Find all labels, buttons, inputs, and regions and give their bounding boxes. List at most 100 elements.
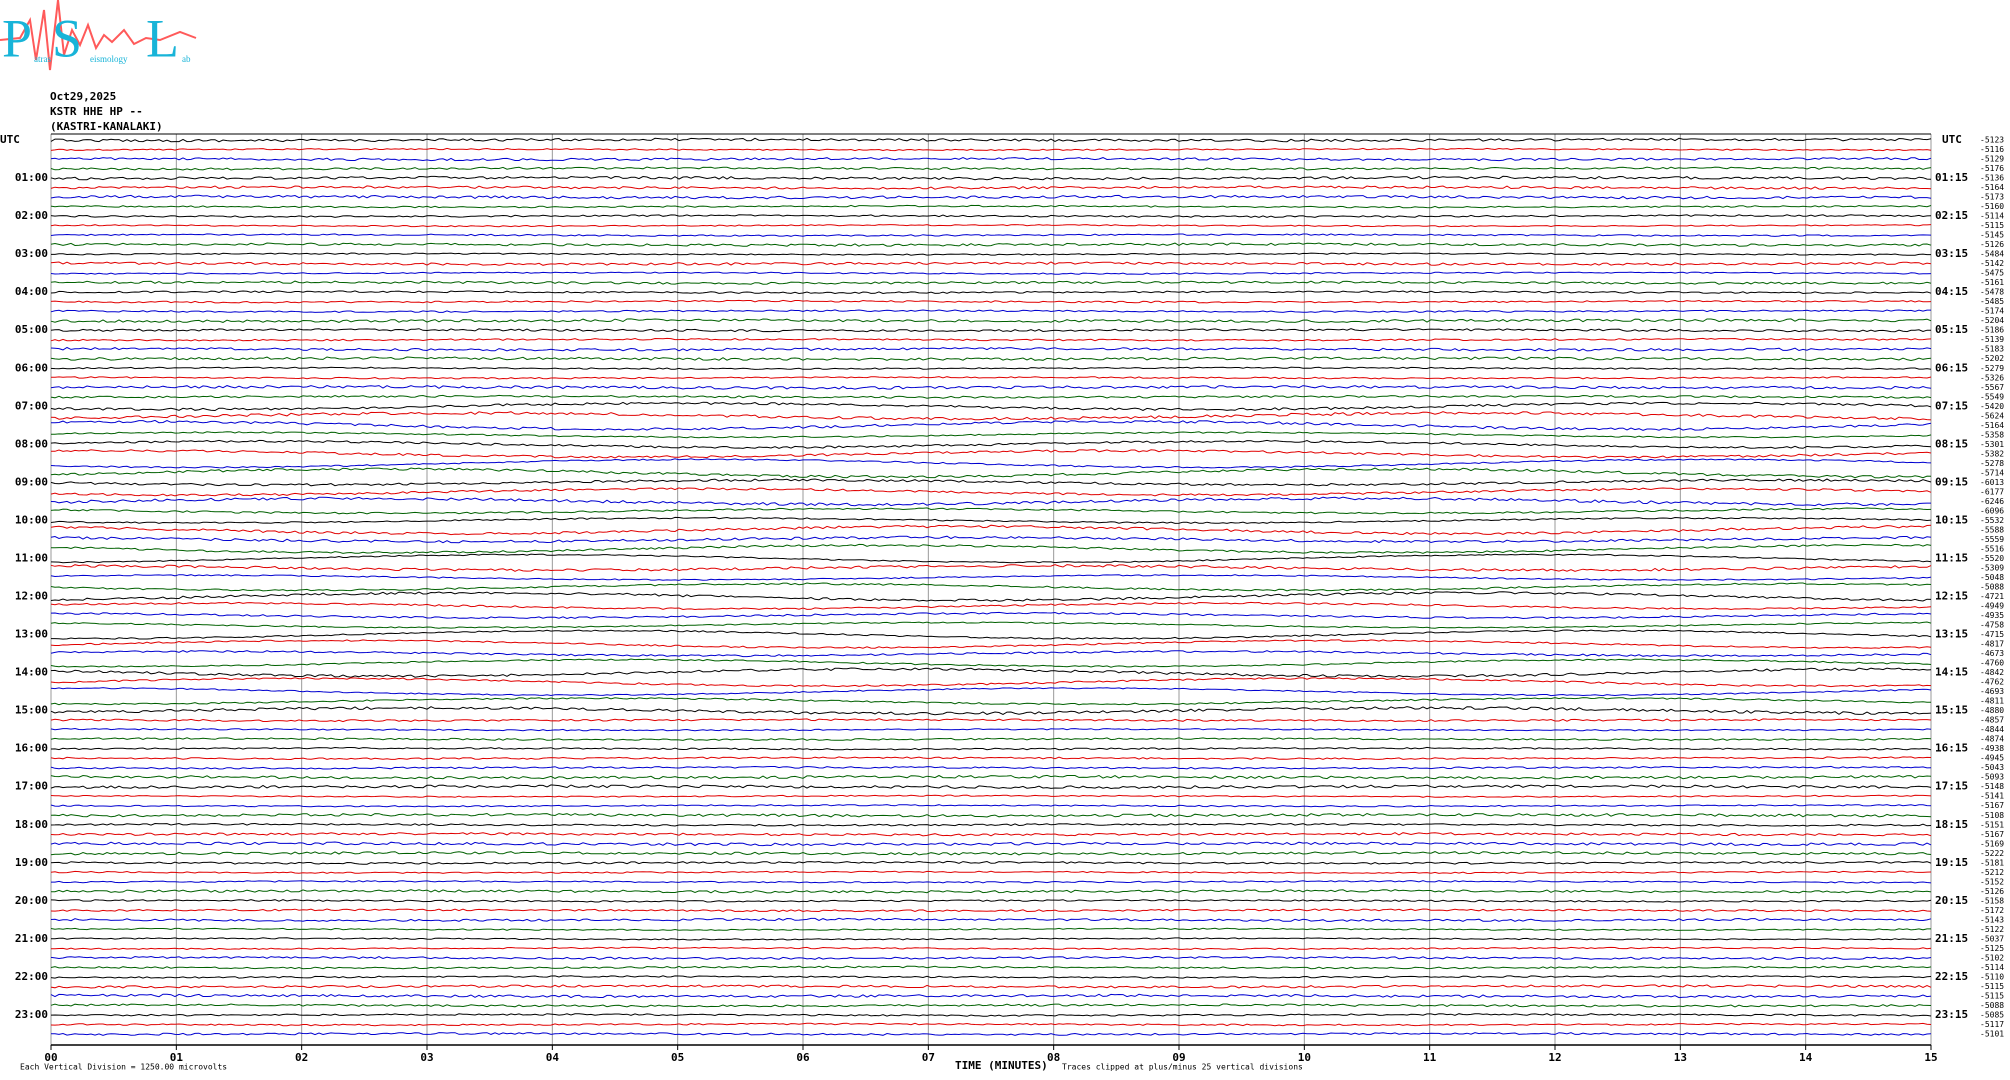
offset-label: -5174 (1980, 307, 2004, 316)
right-hour-label: 16:15 (1935, 742, 1968, 755)
x-tick-label: 02 (295, 1051, 308, 1064)
right-hour-label: 13:15 (1935, 628, 1968, 641)
trace (50, 376, 1932, 380)
trace (50, 516, 1932, 524)
trace (50, 676, 1932, 688)
trace (51, 1032, 1932, 1036)
trace (50, 204, 1932, 209)
offset-label: -5125 (1980, 944, 2004, 953)
offset-label: -5123 (1980, 136, 2004, 145)
right-hour-label: 10:15 (1935, 513, 1968, 526)
left-hour-label: 19:00 (15, 856, 48, 869)
right-hour-label: 22:15 (1935, 970, 1968, 983)
offset-label: -5212 (1980, 868, 2004, 877)
offset-label: -4817 (1980, 640, 2004, 649)
offset-label: -5559 (1980, 535, 2004, 544)
trace (50, 384, 1932, 390)
trace (50, 774, 1932, 780)
trace (51, 937, 1932, 941)
trace (50, 411, 1932, 421)
trace (50, 975, 1932, 979)
offset-label: -5279 (1980, 364, 2004, 373)
logo-letter: S (52, 8, 82, 68)
logo-word: ab (182, 54, 191, 64)
trace (51, 880, 1932, 884)
trace (50, 309, 1931, 314)
offset-label: -5126 (1980, 240, 2004, 249)
offset-label: -5309 (1980, 563, 2004, 572)
offset-label: -5358 (1980, 430, 2004, 439)
trace (50, 147, 1932, 152)
left-hour-label: 22:00 (15, 970, 48, 983)
left-hour-label: 09:00 (15, 475, 48, 488)
offset-label: -5326 (1980, 373, 2004, 382)
trace (50, 346, 1932, 352)
offset-label: -5110 (1980, 972, 2004, 981)
trace (50, 804, 1932, 808)
offset-label: -5037 (1980, 934, 2004, 943)
offset-label: -5115 (1980, 982, 2004, 991)
trace (50, 290, 1932, 295)
x-tick-label: 01 (170, 1051, 184, 1064)
trace (50, 851, 1932, 856)
trace (50, 984, 1932, 989)
date: Oct29,2025 (50, 90, 116, 103)
offset-label: -5102 (1980, 953, 2004, 962)
clip-note: Traces clipped at plus/minus 25 vertical… (1062, 1063, 1303, 1072)
trace (50, 765, 1932, 770)
offset-label: -6013 (1980, 478, 2004, 487)
offset-label: -4945 (1980, 754, 2004, 763)
trace (50, 496, 1931, 507)
trace (51, 629, 1932, 640)
trace (50, 756, 1932, 761)
offset-label: -5475 (1980, 269, 2004, 278)
trace (50, 458, 1932, 469)
left-hour-label: 13:00 (15, 628, 48, 641)
right-hour-label: 08:15 (1935, 437, 1968, 450)
offset-label: -5139 (1980, 335, 2004, 344)
offset-label: -4673 (1980, 649, 2004, 658)
left-hour-label: 02:00 (15, 209, 48, 222)
offset-label: -5549 (1980, 392, 2004, 401)
offset-label: -5115 (1980, 991, 2004, 1000)
trace (50, 224, 1932, 228)
left-hour-label: 04:00 (15, 285, 48, 298)
trace (50, 185, 1932, 190)
right-hour-label: 14:15 (1935, 666, 1968, 679)
trace (50, 917, 1932, 922)
trace (51, 431, 1932, 439)
right-hour-label: 07:15 (1935, 399, 1968, 412)
trace (50, 794, 1932, 798)
x-tick-label: 06 (796, 1051, 810, 1064)
x-tick-label: 03 (420, 1051, 433, 1064)
offset-label: -5048 (1980, 573, 2004, 582)
trace (50, 337, 1932, 342)
offset-label: -4844 (1980, 725, 2004, 734)
offset-label: -5115 (1980, 221, 2004, 230)
trace (51, 946, 1932, 951)
logo-letter: P (2, 8, 32, 68)
station: KSTR HHE HP -- (50, 105, 143, 118)
right-title: UTC (1942, 133, 1962, 146)
left-hour-label: 10:00 (15, 513, 48, 526)
x-tick-label: 10 (1298, 1051, 1311, 1064)
trace (50, 366, 1932, 370)
right-hour-label: 05:15 (1935, 323, 1968, 336)
right-hour-label: 06:15 (1935, 361, 1968, 374)
offset-label: -4880 (1980, 706, 2004, 715)
offset-label: -4938 (1980, 744, 2004, 753)
offset-label: -5126 (1980, 887, 2004, 896)
offset-label: -5101 (1980, 1030, 2004, 1039)
x-tick-label: 00 (44, 1051, 57, 1064)
offset-label: -5420 (1980, 402, 2004, 411)
offset-label: -4857 (1980, 716, 2004, 725)
trace (50, 166, 1932, 171)
offset-label: -5532 (1980, 516, 2004, 525)
right-hour-label: 20:15 (1935, 894, 1968, 907)
x-tick-label: 05 (671, 1051, 684, 1064)
trace (51, 419, 1932, 431)
trace (50, 870, 1932, 875)
right-hour-label: 02:15 (1935, 209, 1968, 222)
trace (50, 1022, 1932, 1027)
